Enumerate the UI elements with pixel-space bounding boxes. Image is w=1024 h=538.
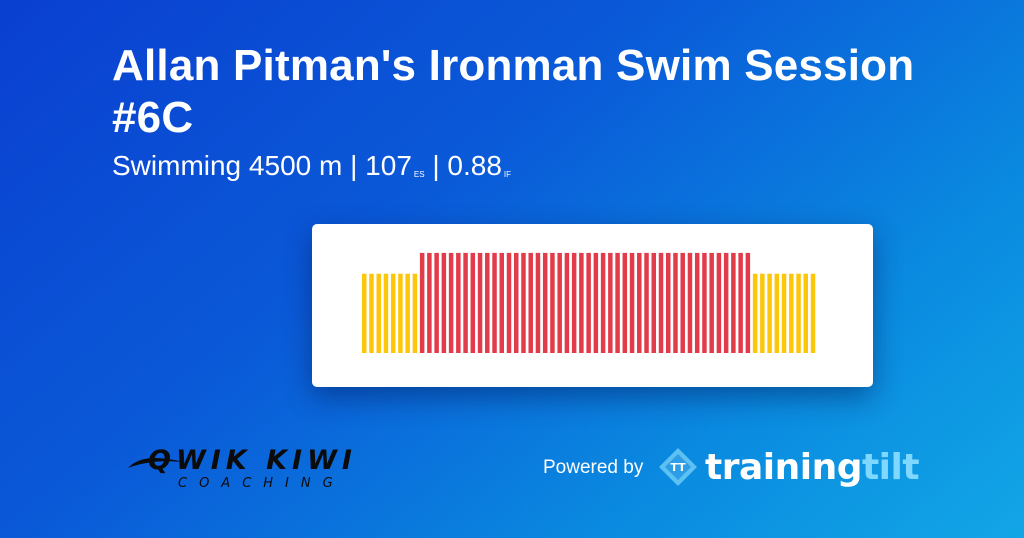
interval-bar-main xyxy=(738,252,743,353)
interval-bar-main xyxy=(514,252,519,353)
interval-bar-main xyxy=(658,252,664,353)
interval-bar-main xyxy=(600,252,606,353)
wordmark-main: training xyxy=(705,447,862,488)
interval-bar-main xyxy=(731,252,736,353)
logo-monogram: TT xyxy=(670,461,686,474)
interval-bar-main xyxy=(485,252,490,353)
interval-bar-main xyxy=(535,252,541,353)
es-value: 107 xyxy=(365,150,412,181)
interval-bar-main xyxy=(434,252,439,353)
interval-bar-main xyxy=(615,252,620,353)
interval-bar-main xyxy=(644,252,649,353)
interval-bar-main xyxy=(680,252,685,353)
interval-bar-main xyxy=(723,252,729,353)
interval-bar-main xyxy=(506,252,512,353)
workout-subtitle: Swimming 4500 m | 107 ES | 0.88 IF xyxy=(112,148,932,193)
interval-bar-main xyxy=(456,252,461,353)
workout-structure-chart xyxy=(362,252,816,353)
interval-bar-main xyxy=(492,252,497,353)
interval-bar-main xyxy=(673,252,678,353)
interval-bar-main xyxy=(557,252,562,353)
interval-bar-warmup xyxy=(774,273,780,353)
interval-bar-main xyxy=(687,252,693,353)
distance-value: 4500 m xyxy=(248,150,343,181)
interval-bar-warmup xyxy=(767,273,772,353)
interval-bar-main xyxy=(419,252,425,353)
interval-bar-main xyxy=(586,252,591,353)
interval-bar-main xyxy=(651,252,657,353)
interval-bar-main xyxy=(716,252,722,353)
separator: | xyxy=(350,150,358,181)
interval-bar-warmup xyxy=(362,273,367,353)
workout-structure-card xyxy=(312,224,873,387)
interval-bar-main xyxy=(550,252,555,353)
interval-bar-main xyxy=(470,252,476,353)
coach-logo-wordmark: QWIK KIWI xyxy=(148,445,357,476)
interval-bar-warmup xyxy=(752,273,758,353)
interval-bar-main xyxy=(702,252,707,353)
interval-bar-main xyxy=(593,252,599,353)
interval-bar-main xyxy=(745,252,751,353)
interval-bar-main xyxy=(666,252,671,353)
interval-bar-main xyxy=(499,252,505,353)
interval-bar-warmup xyxy=(412,273,418,353)
es-unit: ES xyxy=(413,170,425,179)
interval-bar-warmup xyxy=(810,273,816,353)
if-unit: IF xyxy=(503,170,512,179)
interval-bar-main xyxy=(637,252,642,353)
workout-title: Allan Pitman's Ironman Swim Session #6C xyxy=(112,41,915,142)
interval-bar-warmup xyxy=(376,273,381,353)
interval-bar-warmup xyxy=(390,273,396,353)
interval-bar-main xyxy=(629,252,635,353)
interval-bar-main xyxy=(694,252,700,353)
interval-bar-main xyxy=(579,252,584,353)
interval-bar-main xyxy=(622,252,628,353)
interval-bar-main xyxy=(521,252,526,353)
interval-bar-warmup xyxy=(405,273,410,353)
coach-logo-tagline: COACHING xyxy=(178,476,345,491)
swoosh-icon xyxy=(128,458,184,468)
interval-bar-main xyxy=(564,252,570,353)
interval-bar-main xyxy=(528,252,533,353)
interval-bar-warmup xyxy=(796,273,801,353)
interval-bar-warmup xyxy=(803,273,809,353)
interval-bar-warmup xyxy=(398,273,403,353)
separator: | xyxy=(432,150,440,181)
interval-bar-warmup xyxy=(369,273,374,353)
trainingtilt-wordmark: trainingtilt xyxy=(705,447,920,488)
powered-by-label: Powered by xyxy=(543,457,644,478)
interval-bar-main xyxy=(463,252,468,353)
interval-bar-main xyxy=(542,252,548,353)
wordmark-accent: tilt xyxy=(861,447,920,488)
interval-bar-warmup xyxy=(383,273,389,353)
interval-bar-main xyxy=(477,252,483,353)
interval-bar-warmup xyxy=(781,273,787,353)
interval-bar-main xyxy=(427,252,432,353)
interval-bar-warmup xyxy=(760,273,765,353)
trainingtilt-logo-icon: TT xyxy=(659,448,697,486)
sport-label: Swimming xyxy=(112,150,242,181)
interval-bar-main xyxy=(571,252,577,353)
interval-bar-main xyxy=(608,252,613,353)
interval-bar-main xyxy=(448,252,454,353)
interval-bar-main xyxy=(441,252,447,353)
if-value: 0.88 xyxy=(447,150,502,181)
interval-bar-main xyxy=(709,252,714,353)
interval-bar-warmup xyxy=(789,273,794,353)
